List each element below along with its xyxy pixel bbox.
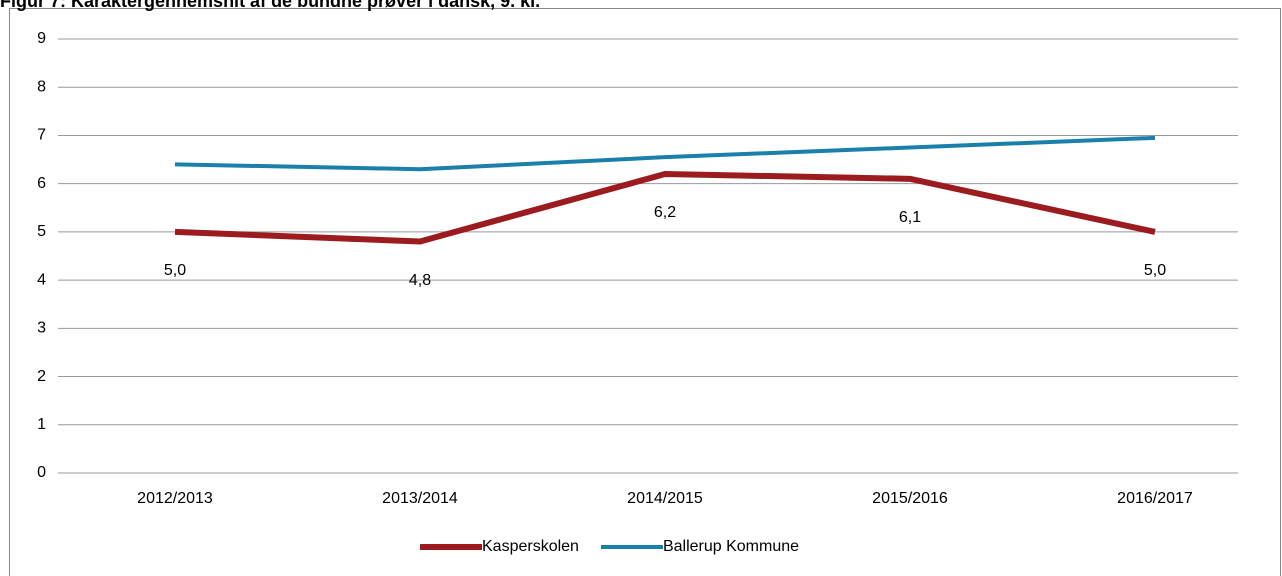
x-tick-label: 2013/2014 <box>382 490 458 507</box>
y-tick-label: 3 <box>37 320 46 337</box>
legend-label: Ballerup Kommune <box>663 538 799 555</box>
x-tick-label: 2014/2015 <box>627 490 703 507</box>
chart-frame <box>9 8 1281 576</box>
y-tick-label: 2 <box>37 368 46 385</box>
legend-label: Kasperskolen <box>482 538 579 555</box>
data-label: 6,1 <box>899 209 921 226</box>
chart-title: Figur 7: Karaktergennemsnit af de bundne… <box>0 0 540 11</box>
y-tick-label: 4 <box>37 271 46 288</box>
y-tick-label: 1 <box>37 416 46 433</box>
y-tick-label: 6 <box>37 175 46 192</box>
series-line <box>174 135 1156 172</box>
y-tick-label: 5 <box>37 223 46 240</box>
y-tick-label: 8 <box>37 78 46 95</box>
y-tick-label: 0 <box>37 464 46 481</box>
x-tick-label: 2015/2016 <box>872 490 948 507</box>
data-label: 6,2 <box>654 204 676 221</box>
x-tick-label: 2012/2013 <box>137 490 213 507</box>
data-label: 4,8 <box>409 272 431 289</box>
y-tick-label: 7 <box>37 127 46 144</box>
data-label: 5,0 <box>1144 262 1166 279</box>
y-tick-label: 9 <box>37 30 46 47</box>
x-tick-label: 2016/2017 <box>1117 490 1193 507</box>
series-line <box>174 171 1156 245</box>
data-label: 5,0 <box>164 262 186 279</box>
